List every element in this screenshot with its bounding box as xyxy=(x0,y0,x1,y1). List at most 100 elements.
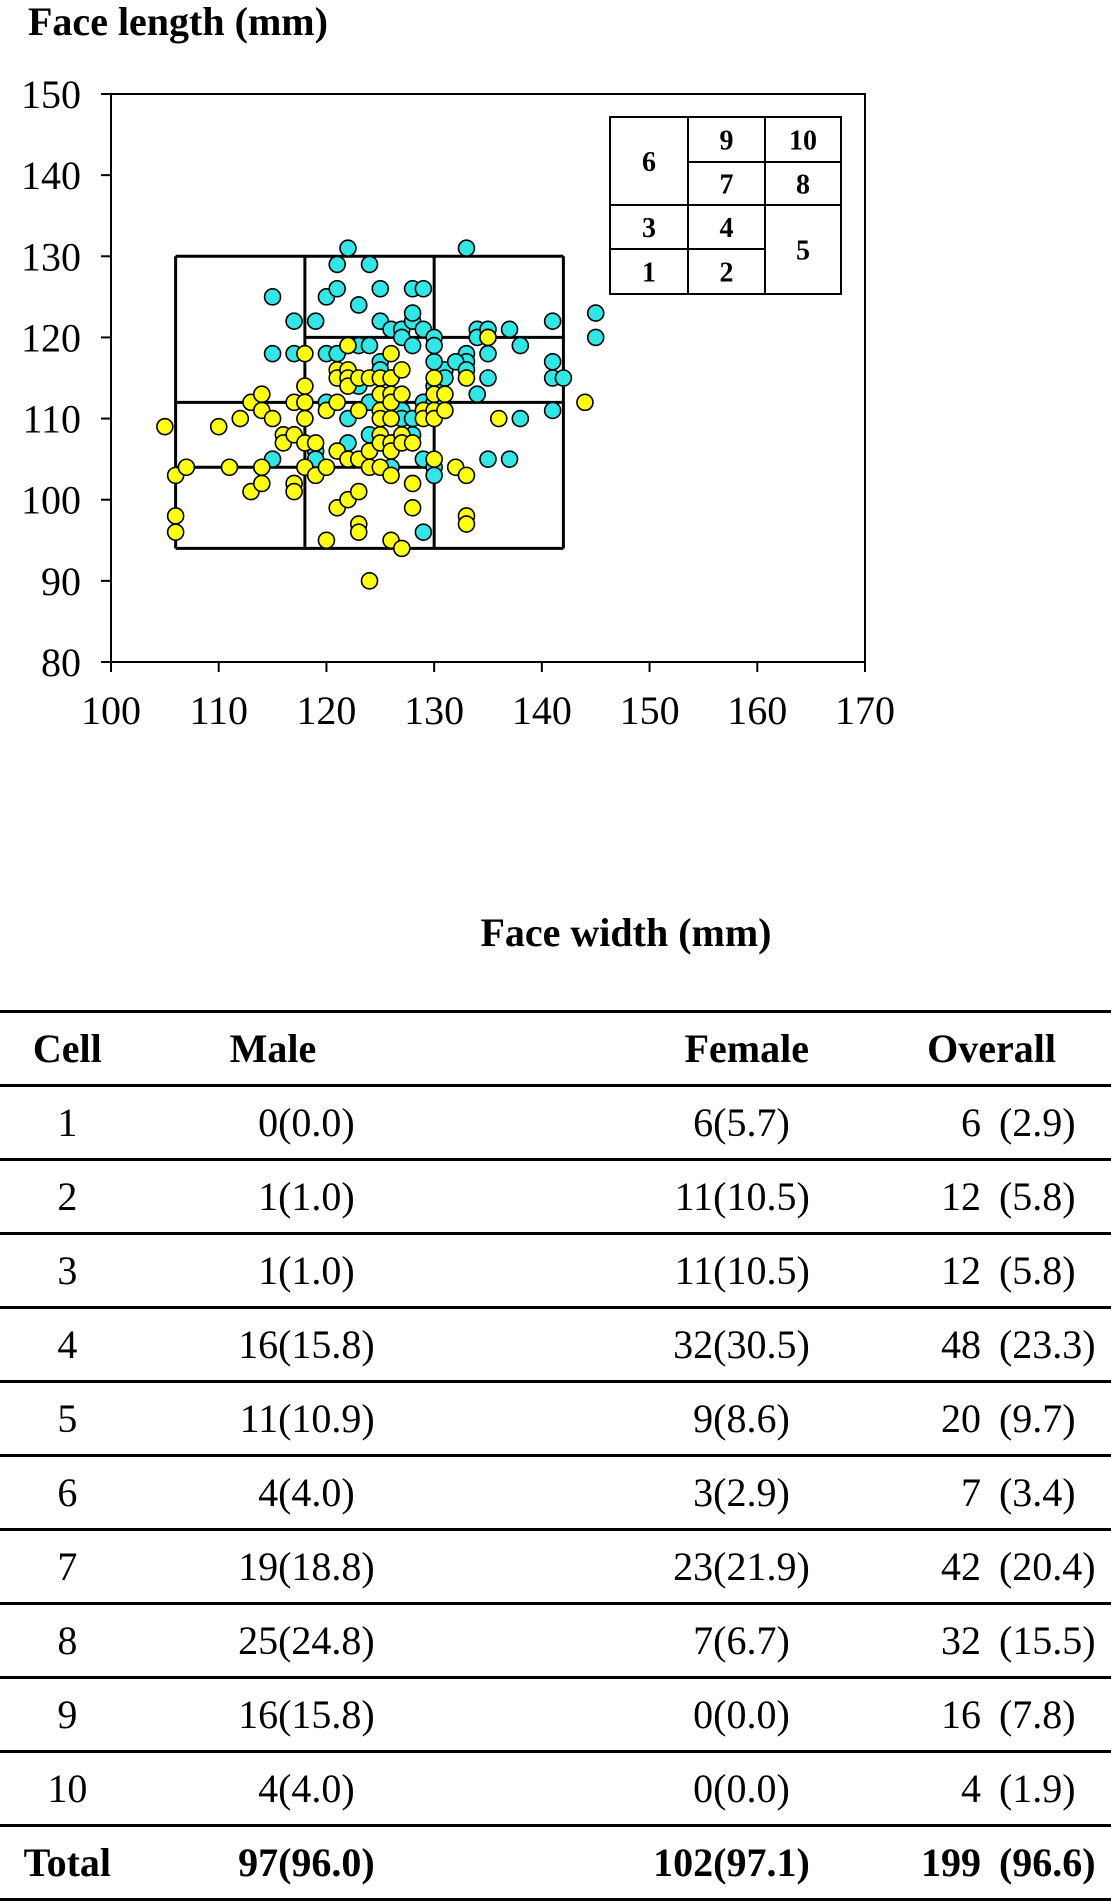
data-point xyxy=(382,409,400,428)
table-row: 3 1 (1.0) 11 (10.5) 12 (5.8) xyxy=(0,1234,1111,1308)
x-tick-label: 130 xyxy=(404,688,464,733)
data-point xyxy=(436,385,454,404)
data-point xyxy=(511,336,530,355)
female-count: 23 xyxy=(673,1544,714,1589)
male-percent: (15.8) xyxy=(278,1692,375,1737)
female-percent: (0.0) xyxy=(713,1766,790,1811)
data-point xyxy=(339,239,357,257)
overall-count: 7 xyxy=(960,1470,981,1515)
cell-number: 6 xyxy=(57,1470,78,1515)
data-point xyxy=(349,523,368,541)
data-point xyxy=(586,328,605,347)
x-tick-label: 150 xyxy=(620,688,680,733)
inset-cell-label: 2 xyxy=(720,258,734,289)
data-point xyxy=(252,458,271,477)
plot-frame xyxy=(110,93,866,663)
data-point xyxy=(586,304,605,322)
data-point xyxy=(177,458,196,477)
data-point xyxy=(317,531,336,550)
inset-cell-label: 9 xyxy=(720,126,734,157)
data-point xyxy=(166,507,185,525)
data-point xyxy=(263,288,282,306)
data-point xyxy=(479,369,497,387)
table-row: 10 4 (4.0) 0 (0.0) 4 (1.9) xyxy=(0,1752,1111,1826)
female-count: 11 xyxy=(674,1248,714,1293)
male-percent: (10.9) xyxy=(278,1396,375,1441)
table-row: 2 1 (1.0) 11 (10.5) 12 (5.8) xyxy=(0,1160,1111,1234)
cell-number: 7 xyxy=(57,1544,78,1589)
table-row: 6 4 (4.0) 3 (2.9) 7 (3.4) xyxy=(0,1456,1111,1530)
female-percent: (30.5) xyxy=(713,1322,810,1367)
male-percent: (4.0) xyxy=(278,1766,355,1811)
male-count: 19 xyxy=(238,1544,279,1589)
data-point xyxy=(382,466,400,485)
data-point xyxy=(543,312,562,331)
data-point xyxy=(306,434,325,452)
table-body: 1 0 (0.0) 6 (5.7) 6 (2.9) 2 1 (1.0) 11 (10.5) 12 (5.8… xyxy=(0,1086,1111,1900)
male-percent: (1.0) xyxy=(278,1248,355,1293)
data-point xyxy=(393,361,411,379)
data-point xyxy=(425,466,443,485)
y-tick-label: 110 xyxy=(22,397,81,442)
male-count: 11 xyxy=(239,1396,279,1441)
overall-percent: (9.7) xyxy=(998,1396,1076,1441)
overall-percent: (96.6) xyxy=(998,1840,1096,1885)
inset-cell-label: 5 xyxy=(796,236,810,267)
cell-key-inset: 1 2 3 4 5 6 7 8 9 10 xyxy=(609,116,842,295)
female-count: 0 xyxy=(693,1692,714,1737)
data-point xyxy=(511,409,530,428)
header-male: Male xyxy=(229,1026,317,1071)
male-percent: (15.8) xyxy=(278,1322,375,1367)
data-point xyxy=(457,239,476,257)
data-point xyxy=(457,369,476,387)
data-point xyxy=(220,458,239,477)
female-percent: (0.0) xyxy=(713,1692,790,1737)
data-point xyxy=(468,385,487,404)
data-point xyxy=(296,409,314,428)
x-axis-title: Face width (mm) xyxy=(480,910,771,955)
data-point xyxy=(328,279,347,298)
data-point xyxy=(543,352,562,371)
female-percent: (21.9) xyxy=(713,1544,810,1589)
inset-cell-label: 3 xyxy=(642,213,656,244)
data-point xyxy=(166,523,185,541)
data-point xyxy=(328,255,347,274)
male-percent: (4.0) xyxy=(278,1470,355,1515)
male-count: 97 xyxy=(238,1840,279,1885)
y-tick-label: 100 xyxy=(21,478,81,523)
x-tick-label: 160 xyxy=(727,688,787,733)
x-tick-label: 110 xyxy=(189,688,248,733)
male-count: 4 xyxy=(258,1470,279,1515)
data-point xyxy=(360,336,379,355)
cell-number: Total xyxy=(23,1840,112,1885)
data-point xyxy=(360,572,379,590)
x-tick-label: 140 xyxy=(512,688,572,733)
overall-count: 20 xyxy=(940,1396,981,1441)
male-percent: (18.8) xyxy=(278,1544,375,1589)
data-point xyxy=(500,320,519,339)
data-point xyxy=(349,296,368,314)
data-point xyxy=(414,523,433,541)
data-point xyxy=(285,482,303,501)
data-point xyxy=(209,417,228,436)
inset-cell-label: 6 xyxy=(642,147,656,178)
overall-count: 32 xyxy=(940,1618,981,1663)
data-point xyxy=(436,401,454,420)
y-tick-label: 140 xyxy=(21,153,81,198)
cell-number: 8 xyxy=(57,1618,78,1663)
x-tick-label: 170 xyxy=(835,688,895,733)
male-percent: (96.0) xyxy=(278,1840,375,1885)
data-point xyxy=(479,328,497,347)
data-point xyxy=(360,255,379,274)
data-point xyxy=(414,279,433,298)
table-row: 8 25 (24.8) 7 (6.7) 32 (15.5) xyxy=(0,1604,1111,1678)
data-point xyxy=(479,450,497,468)
data-point xyxy=(425,336,443,355)
table-header-row: Cell Male Female Overall xyxy=(0,1011,1111,1086)
data-point xyxy=(296,377,314,395)
data-point xyxy=(576,393,594,412)
y-axis-title: Face length (mm) xyxy=(28,0,328,44)
overall-percent: (5.8) xyxy=(998,1174,1076,1219)
data-point xyxy=(371,279,390,298)
overall-count: 48 xyxy=(940,1322,981,1367)
